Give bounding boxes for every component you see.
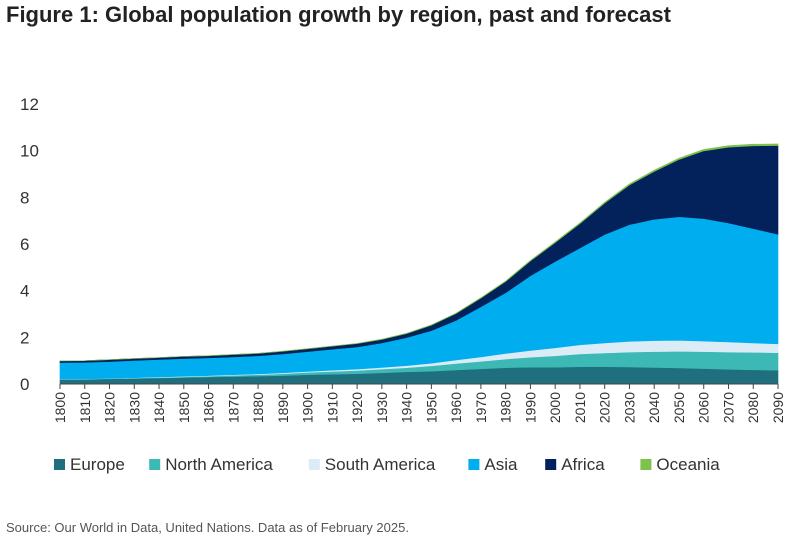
- area-oceania: [59, 143, 779, 362]
- legend-label-oceania: Oceania: [656, 455, 720, 474]
- x-tick-label: 2030: [621, 392, 637, 423]
- x-tick-label: 2090: [770, 392, 786, 423]
- y-tick-label: 6: [20, 235, 29, 254]
- x-tick-label: 2060: [696, 392, 712, 423]
- x-tick-label: 1910: [324, 392, 340, 423]
- x-tick-label: 2080: [745, 392, 761, 423]
- x-tick-label: 1920: [349, 392, 365, 423]
- legend-swatch-south-america: [308, 459, 320, 470]
- source-note: Source: Our World in Data, United Nation…: [6, 520, 409, 535]
- x-tick-label: 1830: [126, 392, 142, 423]
- y-axis: 0 2 4 6 8 10 12: [20, 95, 39, 394]
- x-tick-label: 1800: [52, 392, 68, 423]
- x-tick-label: 2000: [547, 392, 563, 423]
- legend-swatch-europe: [54, 459, 65, 470]
- x-tick-label: 1880: [250, 392, 266, 423]
- x-tick-label: 1960: [448, 392, 464, 423]
- legend-label-north-america: North America: [165, 455, 273, 474]
- x-tick-label: 1870: [225, 392, 241, 423]
- x-tick-label: 1980: [498, 392, 514, 423]
- y-tick-label: 8: [20, 188, 29, 207]
- y-tick-label: 10: [20, 142, 39, 161]
- x-tick-label: 1890: [275, 392, 291, 423]
- x-tick-label: 1860: [201, 392, 217, 423]
- x-tick-label: 1930: [374, 392, 390, 423]
- y-tick-label: 0: [20, 375, 29, 394]
- legend-swatch-oceania: [640, 459, 652, 470]
- y-tick-label: 12: [20, 95, 39, 114]
- x-tick-label: 1970: [473, 392, 489, 423]
- x-tick-label: 1900: [300, 392, 316, 423]
- x-tick-label: 2070: [720, 392, 736, 423]
- area-layer: [59, 143, 779, 385]
- y-tick-label: 2: [20, 328, 29, 347]
- legend-swatch-asia: [468, 459, 480, 470]
- legend-label-south-america: South America: [325, 455, 436, 474]
- x-tick-label: 1810: [77, 392, 93, 423]
- x-tick-label: 1950: [423, 392, 439, 423]
- x-tick-label: 1820: [102, 392, 118, 423]
- x-tick-label: 2040: [646, 392, 662, 423]
- x-axis: 1800 1810 1820 1830 1840 1850 1860 1870 1880 1890…: [52, 383, 786, 423]
- x-tick-label: 2020: [597, 392, 613, 423]
- legend-swatch-north-america: [149, 459, 161, 470]
- x-tick-label: 1840: [151, 392, 167, 423]
- legend-swatch-africa: [545, 459, 557, 470]
- legend-label-europe: Europe: [70, 455, 125, 474]
- y-tick-label: 4: [20, 282, 29, 301]
- x-tick-label: 1940: [399, 392, 415, 423]
- legend: Europe North America South America Asia Afri…: [54, 455, 720, 474]
- legend-label-asia: Asia: [484, 455, 518, 474]
- x-tick-label: 1850: [176, 392, 192, 423]
- page-title: Figure 1: Global population growth by re…: [6, 2, 671, 27]
- x-tick-label: 2050: [671, 392, 687, 423]
- legend-label-africa: Africa: [561, 455, 605, 474]
- x-tick-label: 1990: [522, 392, 538, 423]
- x-tick-label: 2010: [572, 392, 588, 423]
